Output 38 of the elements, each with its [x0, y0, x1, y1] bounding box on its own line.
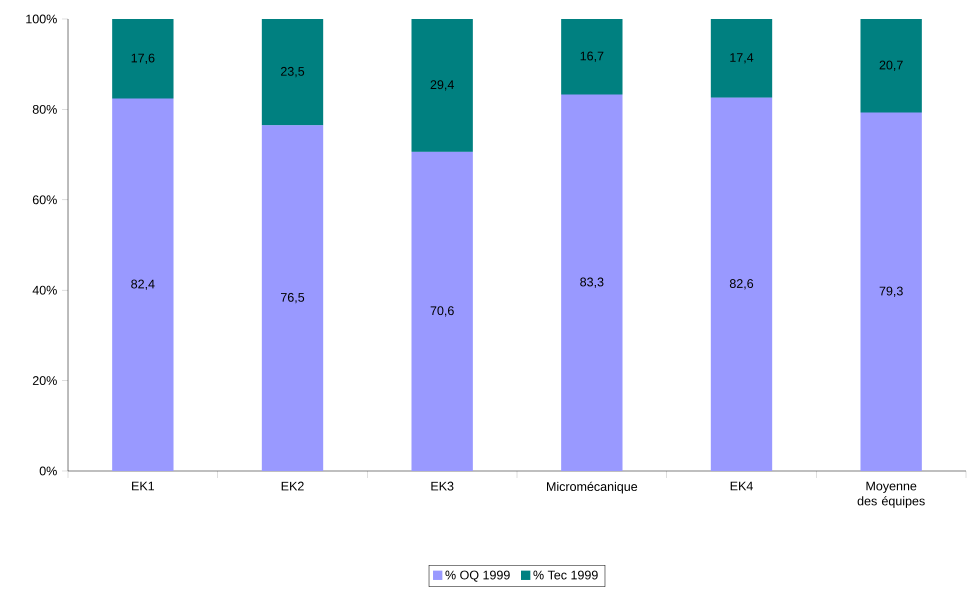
y-tick-label: 20% — [32, 376, 57, 386]
bar — [561, 94, 623, 471]
y-tick-label: 100% — [26, 14, 57, 24]
legend-label: % OQ 1999 — [445, 570, 510, 582]
bar — [262, 125, 324, 471]
x-tick-label: EK2 — [282, 482, 304, 490]
bar — [710, 18, 772, 98]
data-label: 82,4 — [131, 280, 155, 290]
y-tick-label: 80% — [32, 104, 57, 114]
x-tick-label: Micromécanique — [547, 482, 638, 494]
x-tick-label: Moyenne des équipes — [858, 482, 925, 508]
bar — [860, 112, 922, 471]
y-tick-label: 40% — [32, 286, 57, 295]
y-tick-label: 0% — [40, 466, 57, 476]
data-label: 29,4 — [430, 80, 454, 91]
data-label: 70,6 — [430, 306, 454, 317]
data-label: 17,6 — [132, 54, 154, 64]
bar — [112, 98, 174, 471]
data-label: 17,4 — [730, 53, 754, 64]
data-label: 83,3 — [580, 278, 604, 288]
data-label: 16,7 — [580, 52, 604, 62]
bar — [112, 18, 174, 99]
data-label: 76,5 — [280, 292, 304, 304]
data-label: 20,7 — [880, 60, 903, 71]
y-tick-label: 60% — [32, 195, 57, 204]
bar — [411, 152, 473, 471]
x-tick-label: EK3 — [431, 482, 454, 491]
bar — [860, 18, 922, 113]
data-label: 82,6 — [730, 279, 754, 290]
data-label: 79,3 — [880, 286, 903, 297]
bar — [262, 18, 324, 126]
x-tick-label: EK4 — [730, 482, 753, 490]
x-tick-label: EK1 — [132, 482, 154, 490]
data-label: 23,5 — [280, 66, 304, 78]
bar — [561, 18, 623, 94]
legend-label: % Tec 1999 — [533, 570, 598, 580]
bar — [411, 18, 473, 152]
bar — [710, 98, 772, 471]
